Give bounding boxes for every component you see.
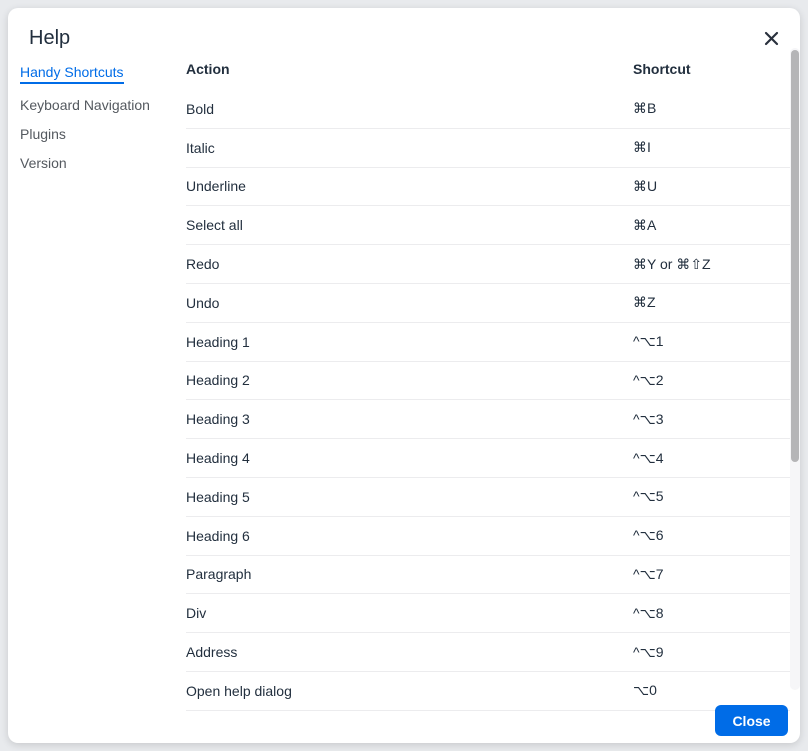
shortcut-cell: ⌘Y or ⌘⇧Z — [633, 244, 790, 284]
table-row: Bold ⌘B — [186, 90, 790, 129]
table-row: Redo ⌘Y or ⌘⇧Z — [186, 244, 790, 284]
shortcut-cell: ^⌥2 — [633, 361, 790, 401]
table-row: Heading 3 ^⌥3 — [186, 399, 790, 440]
column-header-action: Action — [186, 61, 230, 77]
shortcuts-table: Action Shortcut Bold ⌘B Italic ⌘I Underline ⌘U… — [186, 48, 790, 711]
shortcut-cell: ^⌥8 — [633, 593, 790, 634]
table-row: Italic ⌘I — [186, 128, 790, 168]
table-row: Heading 6 ^⌥6 — [186, 516, 790, 556]
shortcuts-content: Action Shortcut Bold ⌘B Italic ⌘I Underline ⌘U… — [186, 48, 790, 711]
close-icon[interactable] — [761, 28, 781, 48]
sidebar-item-label: Plugins — [20, 126, 66, 142]
action-cell: Div — [186, 593, 633, 634]
table-row: Heading 4 ^⌥4 — [186, 438, 790, 478]
dialog-body: Handy Shortcuts Keyboard Navigation Plugin… — [8, 48, 800, 711]
action-cell: Address — [186, 632, 633, 672]
dialog-footer: Close — [8, 697, 800, 743]
action-cell: Paragraph — [186, 555, 633, 595]
table-header-row: Action Shortcut — [186, 48, 790, 90]
sidebar-item-label: Keyboard Navigation — [20, 97, 150, 113]
table-row: Undo ⌘Z — [186, 283, 790, 323]
action-cell: Select all — [186, 205, 633, 246]
help-sidebar: Handy Shortcuts Keyboard Navigation Plugin… — [20, 64, 186, 184]
shortcut-cell: ^⌥1 — [633, 322, 790, 362]
column-header-shortcut: Shortcut — [633, 61, 691, 77]
table-row: Open help dialog ⌥0 — [186, 671, 790, 711]
help-dialog: Help Handy Shortcuts Keyboard Navigation P… — [8, 8, 800, 743]
action-cell: Heading 2 — [186, 361, 633, 401]
table-row: Paragraph ^⌥7 — [186, 555, 790, 595]
action-cell: Open help dialog — [186, 671, 633, 711]
action-cell: Heading 6 — [186, 516, 633, 556]
sidebar-item-version[interactable]: Version — [20, 155, 186, 171]
action-cell: Underline — [186, 167, 633, 207]
sidebar-item-handy-shortcuts[interactable]: Handy Shortcuts — [20, 64, 186, 84]
dialog-header: Help — [8, 8, 800, 49]
shortcut-cell: ^⌥3 — [633, 399, 790, 440]
shortcut-cell: ⌘U — [633, 167, 790, 207]
shortcut-cell: ⌘I — [633, 128, 790, 168]
shortcut-cell: ^⌥4 — [633, 438, 790, 478]
scrollbar-thumb[interactable] — [791, 50, 799, 462]
table-row: Select all ⌘A — [186, 205, 790, 246]
shortcut-cell: ^⌥6 — [633, 516, 790, 556]
table-row: Underline ⌘U — [186, 167, 790, 207]
action-cell: Heading 5 — [186, 477, 633, 517]
action-cell: Heading 3 — [186, 399, 633, 440]
sidebar-item-keyboard-navigation[interactable]: Keyboard Navigation — [20, 97, 186, 113]
action-cell: Redo — [186, 244, 633, 284]
close-button[interactable]: Close — [715, 705, 788, 736]
shortcut-cell: ^⌥9 — [633, 632, 790, 672]
scrollbar-track[interactable] — [790, 48, 800, 690]
shortcut-cell: ⌘A — [633, 205, 790, 246]
shortcut-cell: ⌘B — [633, 90, 790, 129]
sidebar-item-label: Handy Shortcuts — [20, 64, 124, 84]
shortcut-cell: ^⌥5 — [633, 477, 790, 517]
shortcut-cell: ⌘Z — [633, 283, 790, 323]
action-cell: Undo — [186, 283, 633, 323]
shortcuts-table-body: Bold ⌘B Italic ⌘I Underline ⌘U Select all ⌘A Red… — [186, 90, 790, 711]
action-cell: Heading 4 — [186, 438, 633, 478]
table-row: Heading 1 ^⌥1 — [186, 322, 790, 362]
shortcut-cell: ⌥0 — [633, 671, 790, 711]
table-row: Heading 2 ^⌥2 — [186, 361, 790, 401]
dialog-title: Help — [29, 27, 71, 49]
action-cell: Italic — [186, 128, 633, 168]
sidebar-item-plugins[interactable]: Plugins — [20, 126, 186, 142]
table-row: Heading 5 ^⌥5 — [186, 477, 790, 517]
sidebar-item-label: Version — [20, 155, 67, 171]
action-cell: Bold — [186, 90, 633, 129]
close-x-glyph — [764, 31, 778, 45]
action-cell: Heading 1 — [186, 322, 633, 362]
table-row: Div ^⌥8 — [186, 593, 790, 634]
table-row: Address ^⌥9 — [186, 632, 790, 672]
shortcut-cell: ^⌥7 — [633, 555, 790, 595]
